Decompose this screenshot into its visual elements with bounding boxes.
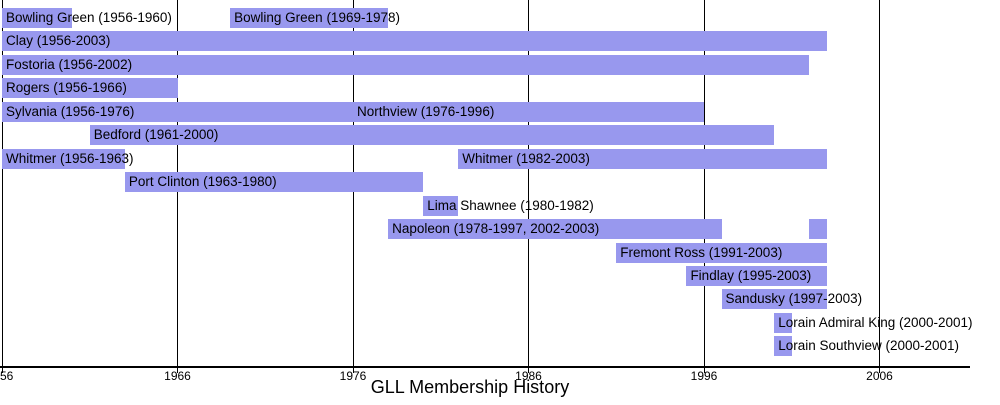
bar-label: Sandusky (1997-2003) xyxy=(725,291,863,307)
bar-label: Whitmer (1982-2003) xyxy=(462,150,590,166)
bar-label: Rogers (1956-1966) xyxy=(6,80,127,96)
timeline-bar: Bowling Green (1969-1978) xyxy=(230,8,400,28)
axis-tick-label-1986: 1986 xyxy=(515,369,542,383)
timeline-bar xyxy=(809,219,827,240)
bar-label: Fostoria (1956-2002) xyxy=(6,56,133,72)
timeline-bar: Lorain Southview (2000-2001) xyxy=(774,336,959,357)
bar-label: Port Clinton (1963-1980) xyxy=(128,174,277,190)
bar-label: Bedford (1961-2000) xyxy=(93,127,219,143)
bar-label: Findlay (1995-2003) xyxy=(690,267,812,283)
axis-tick-1996 xyxy=(703,368,705,373)
bar-label: Bowling Green (1969-1978) xyxy=(234,10,400,25)
timeline-bar: Fremont Ross (1991-2003) xyxy=(616,242,827,263)
axis-tick-label-2006: 2006 xyxy=(866,369,893,383)
timeline-bar: Napoleon (1978-1997, 2002-2003) xyxy=(388,219,722,240)
bar-label: Sylvania (1956-1976) xyxy=(6,103,135,119)
axis-tick-1976 xyxy=(352,368,354,373)
axis-tick-label-1976: 1976 xyxy=(339,369,367,383)
bar-label: Napoleon (1978-1997, 2002-2003) xyxy=(392,221,600,237)
timeline-bar: Northview (1976-1996) xyxy=(353,101,704,122)
timeline-bar: Lima Shawnee (1980-1982) xyxy=(423,195,594,216)
timeline-bar: Rogers (1956-1966) xyxy=(2,78,178,99)
timeline-bar: Clay (1956-2003) xyxy=(2,31,827,52)
axis-tick-1986 xyxy=(528,368,529,373)
bar-label: Lorain Admiral King (2000-2001) xyxy=(778,314,973,330)
timeline-bar: Bowling Green (1956-1960) xyxy=(2,8,172,28)
timeline-bar: Findlay (1995-2003) xyxy=(686,265,827,286)
timeline-bar: Sandusky (1997-2003) xyxy=(721,289,862,310)
gridline-1956 xyxy=(1,0,3,367)
timeline-bar: Port Clinton (1963-1980) xyxy=(124,172,424,193)
bar-label: Northview (1976-1996) xyxy=(357,103,495,119)
bar-label: Bowling Green (1956-1960) xyxy=(6,10,172,25)
bar-label: Lorain Southview (2000-2001) xyxy=(778,338,960,354)
axis-tick-1956 xyxy=(1,368,3,373)
axis-tick-label-1996: 1996 xyxy=(690,369,718,383)
x-axis-line xyxy=(0,366,970,368)
timeline-bar: Whitmer (1982-2003) xyxy=(458,148,827,169)
bar-label: Fremont Ross (1991-2003) xyxy=(620,244,783,260)
axis-tick-1966 xyxy=(177,368,178,373)
bar-label: Whitmer (1956-1963) xyxy=(6,150,134,166)
axis-tick-label-1956: 56 xyxy=(0,369,14,383)
timeline-bar: Lorain Admiral King (2000-2001) xyxy=(774,312,973,333)
chart-title: GLL Membership History xyxy=(370,377,570,397)
gridline-1986 xyxy=(528,0,529,367)
gridline-1996 xyxy=(703,0,705,367)
bar-label: Lima Shawnee (1980-1982) xyxy=(427,197,594,213)
axis-tick-label-1966: 1966 xyxy=(164,369,191,383)
axis-tick-2006 xyxy=(879,368,880,373)
timeline-bar: Fostoria (1956-2002) xyxy=(2,54,810,75)
bar-label: Clay (1956-2003) xyxy=(6,33,111,49)
timeline-bar: Sylvania (1956-1976) xyxy=(2,101,353,122)
timeline-bar: Whitmer (1956-1963) xyxy=(2,148,134,169)
timeline-bar: Bedford (1961-2000) xyxy=(89,125,775,146)
gridline-2006 xyxy=(879,0,880,367)
